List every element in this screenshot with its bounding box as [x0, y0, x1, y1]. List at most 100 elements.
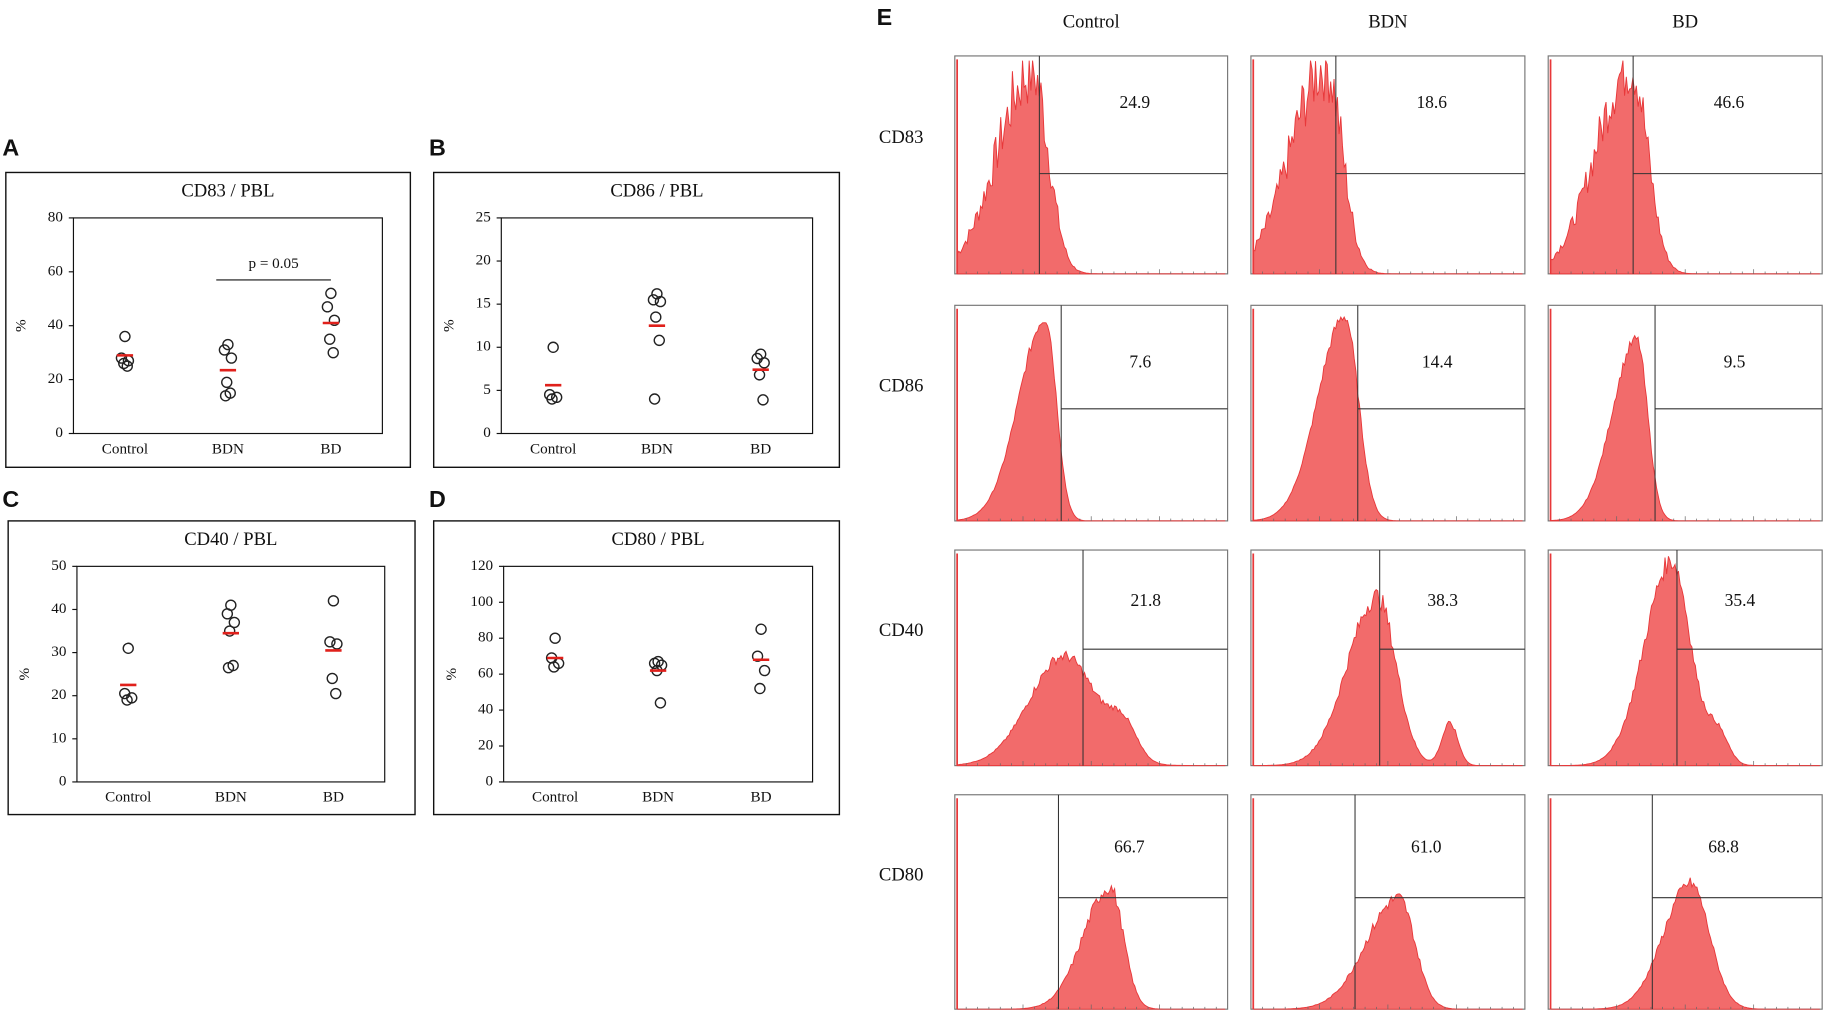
data-point	[751, 650, 764, 662]
y-tick-label: 25	[476, 208, 491, 225]
x-tick-label: BDN	[215, 789, 247, 806]
data-point	[115, 352, 128, 364]
data-point	[330, 687, 342, 700]
data-point	[327, 346, 339, 359]
y-tick-label: 5	[483, 381, 491, 398]
panel-letter: A	[2, 134, 19, 160]
data-point	[654, 697, 667, 709]
y-tick-label: 120	[470, 557, 493, 574]
panel-letter: D	[429, 486, 446, 512]
data-point	[324, 333, 336, 345]
gate-percentage: 38.3	[1427, 590, 1458, 610]
y-axis-label: %	[16, 667, 33, 680]
significance-label: p = 0.05	[248, 255, 298, 272]
histogram	[1550, 334, 1820, 522]
y-tick-label: 15	[476, 295, 491, 312]
data-point	[326, 672, 338, 685]
data-point	[755, 623, 767, 635]
y-tick-label: 20	[48, 370, 63, 387]
gate-percentage: 46.6	[1714, 92, 1745, 112]
data-point	[222, 661, 235, 674]
y-tick-label: 40	[478, 701, 493, 718]
histogram-frame	[1250, 304, 1526, 522]
x-tick-label: Control	[530, 440, 576, 457]
data-point	[223, 625, 236, 637]
y-tick-label: 0	[59, 772, 67, 789]
x-tick-label: BD	[751, 789, 772, 806]
y-tick-label: 0	[486, 772, 494, 789]
histogram	[956, 60, 1226, 275]
gate-percentage: 21.8	[1130, 590, 1161, 610]
gate-percentage: 7.6	[1129, 352, 1151, 372]
x-tick-label: BD	[750, 440, 771, 457]
x-tick-label: BDN	[641, 440, 673, 457]
data-point	[654, 295, 667, 308]
x-tick-label: BD	[323, 789, 344, 806]
column-header: BD	[1672, 12, 1698, 33]
data-point	[121, 694, 133, 706]
x-tick-label: Control	[105, 789, 151, 806]
data-point	[321, 301, 334, 313]
data-point	[118, 357, 130, 370]
histogram	[1550, 60, 1820, 275]
data-point	[325, 287, 337, 300]
y-tick-label: 10	[476, 338, 491, 355]
data-point	[758, 357, 770, 369]
data-point	[546, 393, 558, 405]
panel-frame	[432, 171, 841, 468]
gate-percentage: 68.8	[1708, 836, 1739, 856]
data-point	[122, 642, 134, 654]
data-point	[758, 664, 771, 677]
data-point	[221, 608, 234, 620]
panel-title: CD40 / PBL	[184, 529, 277, 550]
histogram	[1252, 60, 1523, 275]
gate-percentage: 9.5	[1724, 352, 1746, 372]
plot-frame	[500, 217, 814, 435]
y-tick-label: 20	[476, 252, 491, 269]
gate-percentage: 18.6	[1416, 92, 1447, 112]
data-point	[219, 390, 232, 402]
histogram	[957, 884, 1226, 1010]
panel-title: CD83 / PBL	[181, 181, 274, 202]
data-point	[324, 636, 336, 648]
gate-percentage: 35.4	[1725, 590, 1756, 610]
gate-percentage: 14.4	[1422, 352, 1453, 372]
histogram-frame	[1547, 304, 1823, 522]
data-point	[548, 661, 560, 673]
y-tick-label: 0	[483, 424, 491, 441]
panel-letter: E	[877, 4, 893, 30]
plot-frame	[503, 565, 814, 783]
row-label: CD86	[879, 376, 924, 397]
panel-title: CD80 / PBL	[612, 529, 705, 550]
x-tick-label: Control	[102, 440, 148, 457]
x-tick-label: BDN	[212, 440, 244, 457]
data-point	[757, 394, 769, 406]
row-label: CD83	[879, 127, 924, 148]
data-point	[121, 360, 133, 372]
data-point	[648, 657, 661, 670]
y-tick-label: 30	[51, 643, 66, 660]
y-tick-label: 40	[51, 600, 66, 617]
y-tick-label: 80	[478, 629, 493, 646]
y-axis-label: %	[443, 667, 460, 680]
data-point	[754, 682, 766, 695]
x-tick-label: Control	[532, 789, 578, 806]
histogram	[1253, 893, 1523, 1010]
data-point	[647, 294, 660, 306]
panel-frame	[5, 171, 412, 468]
y-tick-label: 60	[478, 665, 493, 682]
data-point	[650, 311, 662, 323]
histogram	[1550, 556, 1820, 767]
x-tick-label: BDN	[642, 789, 674, 806]
y-axis-label: %	[440, 319, 457, 332]
data-point	[549, 632, 561, 644]
data-point	[331, 638, 343, 650]
gate-percentage: 24.9	[1120, 92, 1151, 112]
y-tick-label: 20	[51, 686, 66, 703]
column-header: BDN	[1368, 12, 1408, 33]
panel-letter: C	[2, 486, 19, 512]
data-point	[221, 376, 233, 389]
y-tick-label: 20	[478, 736, 493, 753]
